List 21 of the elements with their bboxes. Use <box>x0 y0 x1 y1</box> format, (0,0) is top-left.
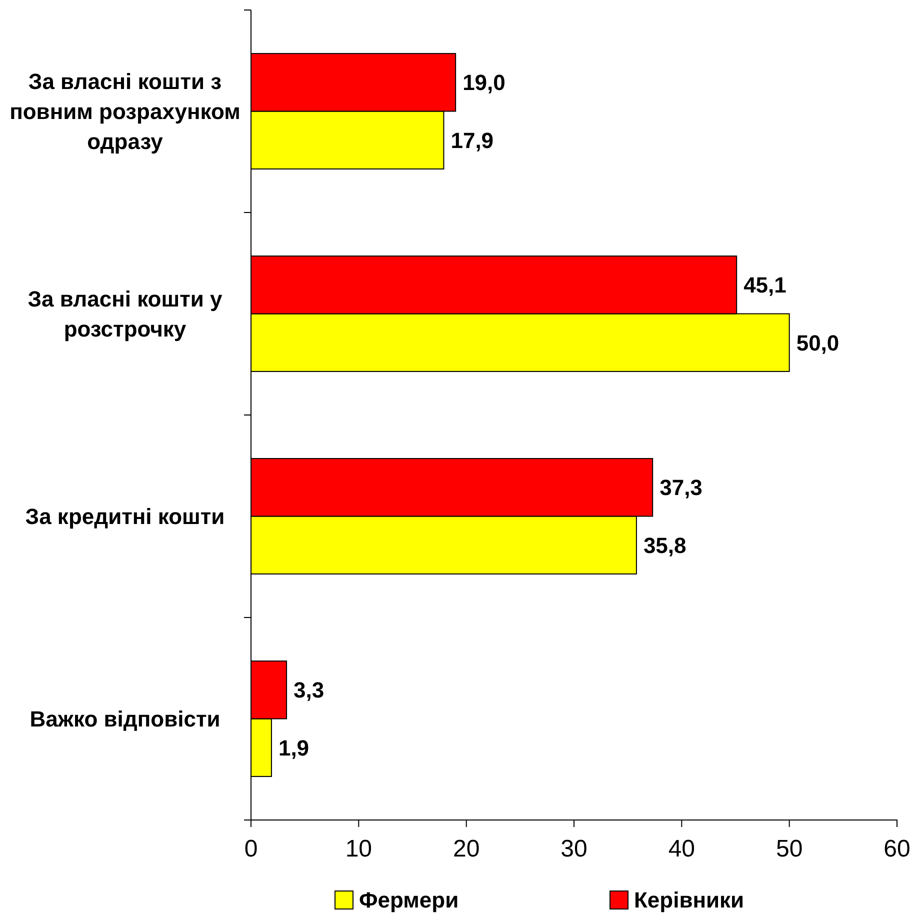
x-tick-label: 60 <box>884 835 910 862</box>
x-tick-label: 50 <box>776 835 803 862</box>
y-tick-label: За кредитні кошти <box>25 504 225 529</box>
data-label: 35,8 <box>643 532 686 558</box>
x-tick-label: 0 <box>244 835 258 862</box>
y-tick-label: За власні кошти у розстрочку <box>28 286 223 342</box>
x-tick-label: 10 <box>345 835 372 862</box>
legend-label: Керівники <box>634 888 744 913</box>
x-tick-label: 20 <box>452 835 480 862</box>
x-tick-label: 40 <box>668 835 696 862</box>
data-label: 17,9 <box>450 128 494 153</box>
data-label: 50,0 <box>796 330 840 356</box>
y-tick-label: Важко відповісти <box>30 706 220 732</box>
data-label: 37,3 <box>660 475 702 500</box>
legend-label: Фермери <box>359 888 459 913</box>
data-label: 45,1 <box>744 272 786 298</box>
y-tick-label: За власні кошти з повним розрахунком одразу <box>10 68 240 154</box>
data-label: 1,9 <box>278 735 310 760</box>
data-label: 19,0 <box>462 70 506 96</box>
data-label: 3,3 <box>294 678 324 703</box>
x-tick-label: 30 <box>560 835 588 862</box>
